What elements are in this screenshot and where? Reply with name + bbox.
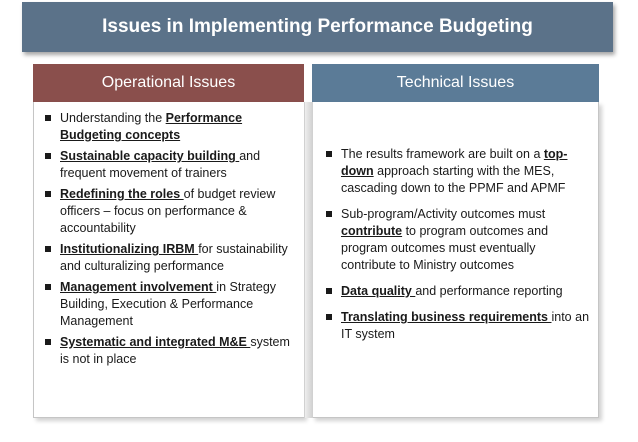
square-bullet-icon bbox=[45, 246, 51, 252]
operational-issues-list: Understanding the Performance Budgeting … bbox=[40, 110, 298, 372]
list-item: The results framework are built on a top… bbox=[321, 146, 593, 197]
square-bullet-icon bbox=[45, 191, 51, 197]
square-bullet-icon bbox=[45, 153, 51, 159]
technical-issues-list: The results framework are built on a top… bbox=[321, 146, 593, 352]
operational-issues-header: Operational Issues bbox=[33, 64, 304, 102]
square-bullet-icon bbox=[326, 314, 332, 320]
list-item: Systematic and integrated M&E system is … bbox=[40, 334, 298, 368]
list-item: Sustainable capacity building and freque… bbox=[40, 148, 298, 182]
square-bullet-icon bbox=[326, 151, 332, 157]
title-bar: Issues in Implementing Performance Budge… bbox=[22, 2, 613, 52]
square-bullet-icon bbox=[45, 115, 51, 121]
list-item: Management involvement in Strategy Build… bbox=[40, 279, 298, 330]
square-bullet-icon bbox=[45, 339, 51, 345]
list-item: Translating business requirements into a… bbox=[321, 309, 593, 343]
technical-issues-header: Technical Issues bbox=[312, 64, 599, 102]
list-item: Redefining the roles of budget review of… bbox=[40, 186, 298, 237]
list-item: Understanding the Performance Budgeting … bbox=[40, 110, 298, 144]
slide-title: Issues in Implementing Performance Budge… bbox=[102, 16, 533, 37]
technical-issues-panel: The results framework are built on a top… bbox=[305, 102, 599, 418]
list-item: Sub-program/Activity outcomes must contr… bbox=[321, 206, 593, 274]
square-bullet-icon bbox=[326, 288, 332, 294]
list-item: Data quality and performance reporting bbox=[321, 283, 593, 300]
square-bullet-icon bbox=[326, 211, 332, 217]
square-bullet-icon bbox=[45, 284, 51, 290]
operational-issues-panel: Understanding the Performance Budgeting … bbox=[33, 102, 312, 418]
list-item: Institutionalizing IRBM for sustainabili… bbox=[40, 241, 298, 275]
